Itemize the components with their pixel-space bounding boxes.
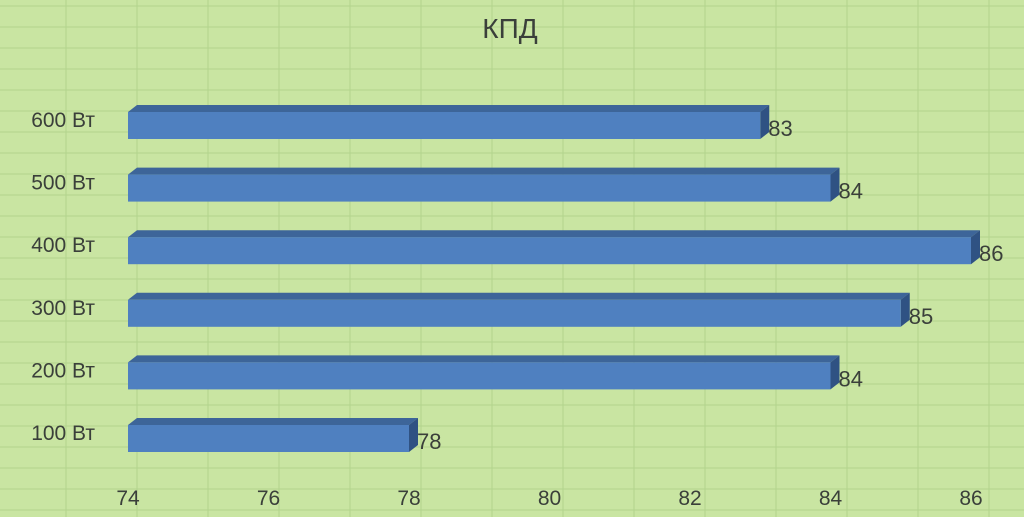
data-label: 84: [839, 179, 863, 204]
bar-group: 500 Вт 84: [31, 167, 863, 204]
x-tick-label: 80: [538, 487, 561, 510]
x-tick-label: 82: [678, 487, 701, 510]
bar: [128, 425, 409, 452]
data-label: 83: [768, 116, 792, 141]
category-label: 200 Вт: [31, 359, 95, 382]
bar-side: [830, 167, 840, 202]
bar-group: 100 Вт 78: [31, 418, 441, 454]
x-tick-label: 86: [959, 487, 982, 510]
data-label: 84: [839, 366, 863, 391]
category-label: 400 Вт: [31, 234, 95, 257]
bar-group: 400 Вт 86: [31, 230, 1003, 266]
bar-side: [971, 230, 980, 265]
category-label: 100 Вт: [31, 422, 95, 445]
bars: 600 Вт 83 500 Вт 84 400 Вт 86 300 Вт 85 200 Вт 84…: [31, 105, 1003, 454]
bar: [128, 174, 831, 202]
chart-title: КПД: [482, 13, 537, 44]
bar-side: [830, 355, 840, 390]
bar-side: [760, 105, 770, 139]
bar-top: [128, 230, 980, 238]
x-tick-label: 76: [257, 487, 280, 510]
bar-side: [409, 418, 418, 452]
category-label: 500 Вт: [31, 172, 95, 195]
bar-top: [128, 167, 840, 175]
bar-side: [900, 292, 910, 327]
bar: [128, 362, 831, 390]
category-label: 600 Вт: [31, 109, 95, 132]
data-label: 86: [979, 241, 1003, 266]
bar: [128, 112, 761, 139]
bar-group: 300 Вт 85: [31, 292, 933, 329]
bar: [128, 237, 971, 265]
x-tick-label: 74: [116, 487, 140, 510]
bar-group: 200 Вт 84: [31, 355, 863, 391]
category-label: 300 Вт: [31, 297, 95, 320]
bar-top: [128, 105, 770, 112]
data-label: 85: [909, 304, 933, 329]
bar: [128, 299, 901, 327]
x-tick-label: 78: [397, 487, 420, 510]
data-label: 78: [417, 429, 441, 454]
x-axis-ticks: 74 76 78 80 82 84 86: [116, 487, 982, 510]
bar-group: 600 Вт 83: [31, 105, 793, 141]
x-tick-label: 84: [819, 487, 843, 510]
bar-top: [128, 418, 418, 425]
bar-top: [128, 292, 910, 300]
bar-top: [128, 355, 840, 363]
